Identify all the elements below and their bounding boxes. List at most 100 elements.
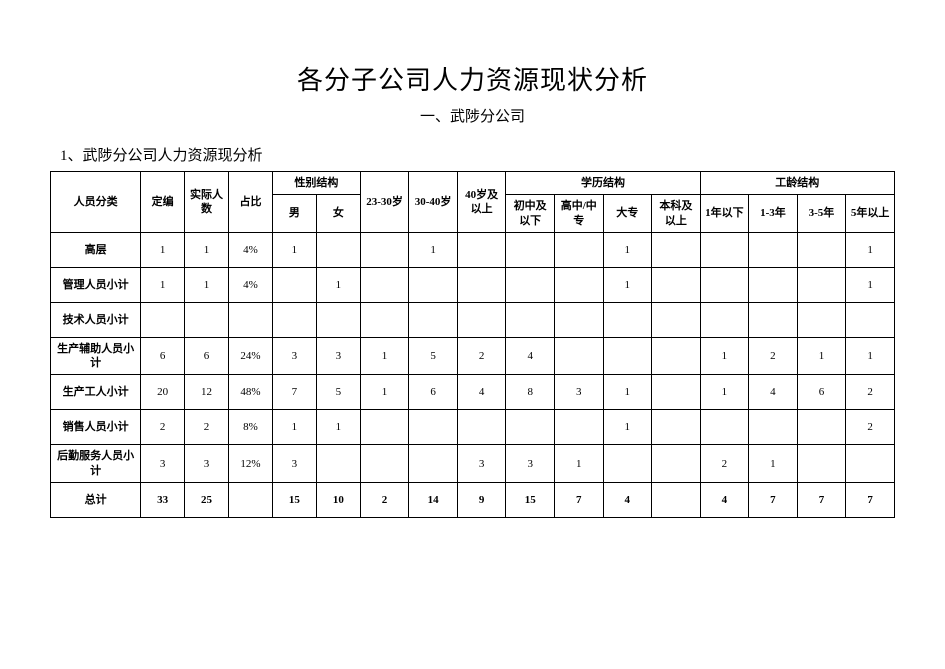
row-category-cell: 生产工人小计	[51, 375, 141, 410]
row-value-cell: 1	[272, 232, 316, 267]
row-value-cell	[272, 302, 316, 337]
th-edu4: 本科及以上	[652, 195, 701, 233]
row-value-cell: 1	[360, 337, 409, 375]
row-category-cell: 总计	[51, 483, 141, 518]
row-value-cell	[797, 232, 846, 267]
row-value-cell	[506, 302, 555, 337]
row-value-cell	[554, 267, 603, 302]
th-ten1: 1年以下	[700, 195, 749, 233]
document-title: 各分子公司人力资源现状分析	[50, 60, 895, 97]
document-subtitle: 一、武陟分公司	[50, 105, 895, 126]
row-value-cell: 8%	[229, 410, 273, 445]
row-value-cell: 4	[749, 375, 798, 410]
row-value-cell: 33	[141, 483, 185, 518]
row-value-cell	[506, 410, 555, 445]
th-male: 男	[272, 195, 316, 233]
row-value-cell	[409, 410, 458, 445]
row-value-cell	[316, 232, 360, 267]
th-category: 人员分类	[51, 172, 141, 233]
row-value-cell: 1	[846, 267, 895, 302]
row-value-cell: 15	[272, 483, 316, 518]
row-value-cell: 14	[409, 483, 458, 518]
th-age2: 30-40岁	[409, 172, 458, 233]
row-value-cell	[652, 267, 701, 302]
row-value-cell: 1	[185, 232, 229, 267]
row-value-cell: 4	[506, 337, 555, 375]
section-heading: 1、武陟分公司人力资源现分析	[50, 144, 895, 165]
row-value-cell: 25	[185, 483, 229, 518]
row-value-cell: 2	[846, 375, 895, 410]
row-value-cell	[272, 267, 316, 302]
row-value-cell	[749, 410, 798, 445]
th-age1: 23-30岁	[360, 172, 409, 233]
row-category-cell: 高层	[51, 232, 141, 267]
row-value-cell: 3	[141, 445, 185, 483]
th-ten3: 3-5年	[797, 195, 846, 233]
row-value-cell	[797, 410, 846, 445]
th-quota: 定编	[141, 172, 185, 233]
row-value-cell	[797, 267, 846, 302]
table-row: 生产辅助人员小计6624%3315241211	[51, 337, 895, 375]
row-value-cell: 5	[316, 375, 360, 410]
table-row: 总计33251510214915744777	[51, 483, 895, 518]
row-value-cell: 8	[506, 375, 555, 410]
row-value-cell	[797, 445, 846, 483]
row-value-cell: 15	[506, 483, 555, 518]
row-value-cell: 1	[846, 232, 895, 267]
row-value-cell: 7	[272, 375, 316, 410]
row-value-cell	[846, 445, 895, 483]
row-value-cell: 2	[749, 337, 798, 375]
row-value-cell	[652, 410, 701, 445]
table-body: 高层114%1111管理人员小计114%111技术人员小计生产辅助人员小计662…	[51, 232, 895, 517]
row-value-cell	[700, 302, 749, 337]
row-value-cell: 1	[749, 445, 798, 483]
row-value-cell	[700, 410, 749, 445]
row-value-cell	[409, 267, 458, 302]
row-value-cell: 6	[141, 337, 185, 375]
row-value-cell	[360, 445, 409, 483]
row-value-cell: 1	[797, 337, 846, 375]
table-row: 销售人员小计228%1112	[51, 410, 895, 445]
row-value-cell: 2	[846, 410, 895, 445]
row-value-cell	[603, 302, 652, 337]
table-row: 高层114%1111	[51, 232, 895, 267]
th-edu3: 大专	[603, 195, 652, 233]
row-value-cell: 9	[457, 483, 506, 518]
row-value-cell: 7	[749, 483, 798, 518]
row-value-cell	[749, 267, 798, 302]
th-female: 女	[316, 195, 360, 233]
row-value-cell: 1	[700, 375, 749, 410]
row-value-cell	[603, 445, 652, 483]
th-edu1: 初中及以下	[506, 195, 555, 233]
row-value-cell: 48%	[229, 375, 273, 410]
row-value-cell	[316, 445, 360, 483]
table-row: 后勤服务人员小计3312%333121	[51, 445, 895, 483]
row-value-cell: 10	[316, 483, 360, 518]
row-value-cell: 1	[603, 375, 652, 410]
row-value-cell: 1	[316, 267, 360, 302]
row-value-cell	[652, 337, 701, 375]
th-ten-group: 工龄结构	[700, 172, 894, 195]
row-category-cell: 管理人员小计	[51, 267, 141, 302]
th-age3: 40岁及以上	[457, 172, 506, 233]
row-value-cell	[360, 410, 409, 445]
row-value-cell	[652, 302, 701, 337]
row-value-cell	[749, 302, 798, 337]
row-value-cell	[457, 302, 506, 337]
row-value-cell: 2	[457, 337, 506, 375]
row-value-cell: 2	[185, 410, 229, 445]
row-value-cell	[506, 267, 555, 302]
row-value-cell: 7	[846, 483, 895, 518]
row-value-cell	[554, 337, 603, 375]
row-value-cell: 1	[554, 445, 603, 483]
row-value-cell	[360, 232, 409, 267]
th-actual: 实际人数	[185, 172, 229, 233]
row-value-cell	[506, 232, 555, 267]
row-value-cell: 4	[603, 483, 652, 518]
row-value-cell	[603, 337, 652, 375]
th-ratio: 占比	[229, 172, 273, 233]
row-value-cell: 3	[272, 445, 316, 483]
row-category-cell: 生产辅助人员小计	[51, 337, 141, 375]
row-value-cell: 1	[409, 232, 458, 267]
row-value-cell: 3	[316, 337, 360, 375]
